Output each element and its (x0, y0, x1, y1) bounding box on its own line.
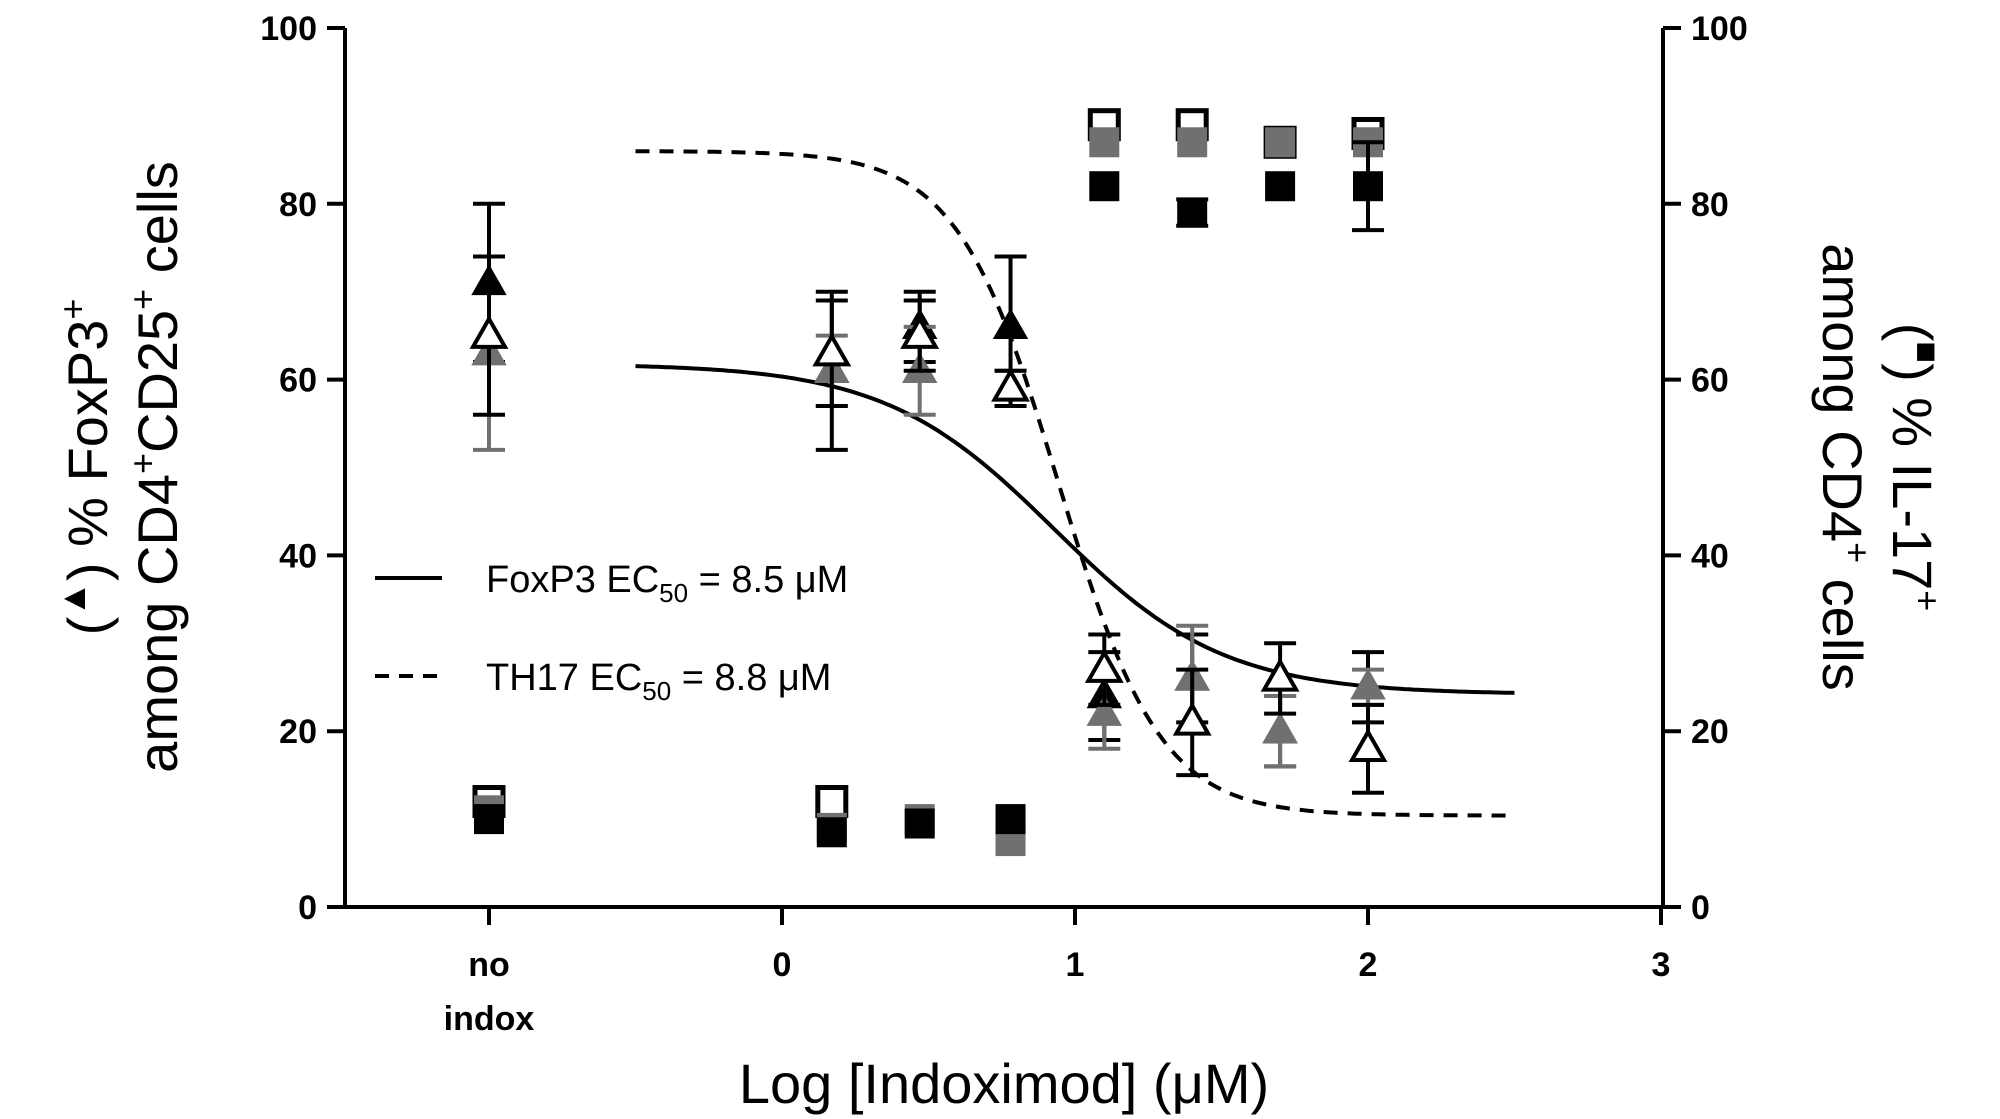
foxp3-point (1172, 701, 1212, 736)
y-tick-label-right: 0 (1691, 889, 1710, 927)
il17-point (995, 804, 1026, 835)
legend-label: TH17 EC50 = 8.8 μM (486, 657, 831, 706)
legend-label: FoxP3 EC50 = 8.5 μM (486, 559, 848, 608)
foxp3-point (991, 367, 1030, 402)
il17-point (904, 808, 935, 839)
foxp3-point (1350, 668, 1386, 700)
y-axis-title-right-line1: (■) % IL-17+ (1881, 323, 1948, 612)
y-axis-title-left: (▲) % FoxP3+among CD4+CD25+ cells (52, 161, 189, 773)
x-tick-label: 1 (1066, 946, 1085, 984)
foxp3-point (812, 332, 852, 367)
y-axis-title-right: (■) % IL-17+among CD4+ cells (1811, 243, 1948, 690)
foxp3-point (1084, 648, 1124, 683)
data-markers (469, 108, 1388, 857)
y-tick-label-right: 100 (1691, 10, 1748, 48)
y-axis-title-left-line2: among CD4+CD25+ cells (122, 161, 189, 773)
x-tick-label: 3 (1652, 946, 1671, 984)
fit-curves (635, 149, 1515, 818)
foxp3-point (992, 308, 1029, 340)
foxp3-point (469, 314, 509, 349)
foxp3-fit-curve (635, 364, 1515, 695)
y-tick-label-left: 60 (279, 362, 317, 400)
il17-point (816, 817, 847, 848)
il17-point (1353, 171, 1383, 202)
x-tick-label: 2 (1359, 946, 1378, 984)
y-tick-label-left: 0 (298, 889, 317, 927)
x-axis-title: Log [Indoximod] (μM) (739, 1052, 1269, 1115)
legend: FoxP3 EC50 = 8.5 μM TH17 EC50 = 8.8 μM (375, 559, 848, 706)
il17-point (815, 785, 849, 819)
il17-point (1089, 171, 1120, 202)
foxp3-point (1260, 657, 1300, 692)
axes: 0 20 40 60 80 100 0 20 40 60 80 100 0 1 2 3 no indox (260, 10, 1747, 1038)
x-category-label: indox (444, 1000, 535, 1038)
axis-titles: Log [Indoximod] (μM)(▲) % FoxP3+among CD… (52, 161, 1948, 1115)
il17-point (1265, 127, 1296, 158)
x-tick-label: 0 (773, 946, 792, 984)
x-category-label: no (468, 946, 510, 984)
foxp3-point (1348, 727, 1388, 762)
il17-point (474, 804, 504, 835)
foxp3-point (900, 314, 940, 349)
y-tick-label-left: 20 (279, 713, 317, 751)
y-tick-label-left: 80 (279, 186, 317, 224)
y-tick-label-right: 20 (1691, 713, 1729, 751)
il17-point (1177, 127, 1208, 158)
y-tick-label-left: 100 (260, 10, 317, 48)
y-tick-label-right: 60 (1691, 362, 1729, 400)
y-tick-label-left: 40 (279, 537, 317, 575)
il17-point (1177, 197, 1208, 228)
y-axis-title-right-line2: among CD4+ cells (1811, 243, 1878, 690)
y-tick-label-right: 40 (1691, 537, 1729, 575)
foxp3-point (1086, 694, 1123, 726)
y-axis-title-left-line1: (▲) % FoxP3+ (52, 299, 119, 636)
il17-point (1265, 171, 1296, 202)
il17-point (1089, 127, 1120, 158)
y-tick-label-right: 80 (1691, 186, 1729, 224)
th17-fit-curve (635, 149, 1515, 818)
foxp3-point (1262, 712, 1298, 744)
